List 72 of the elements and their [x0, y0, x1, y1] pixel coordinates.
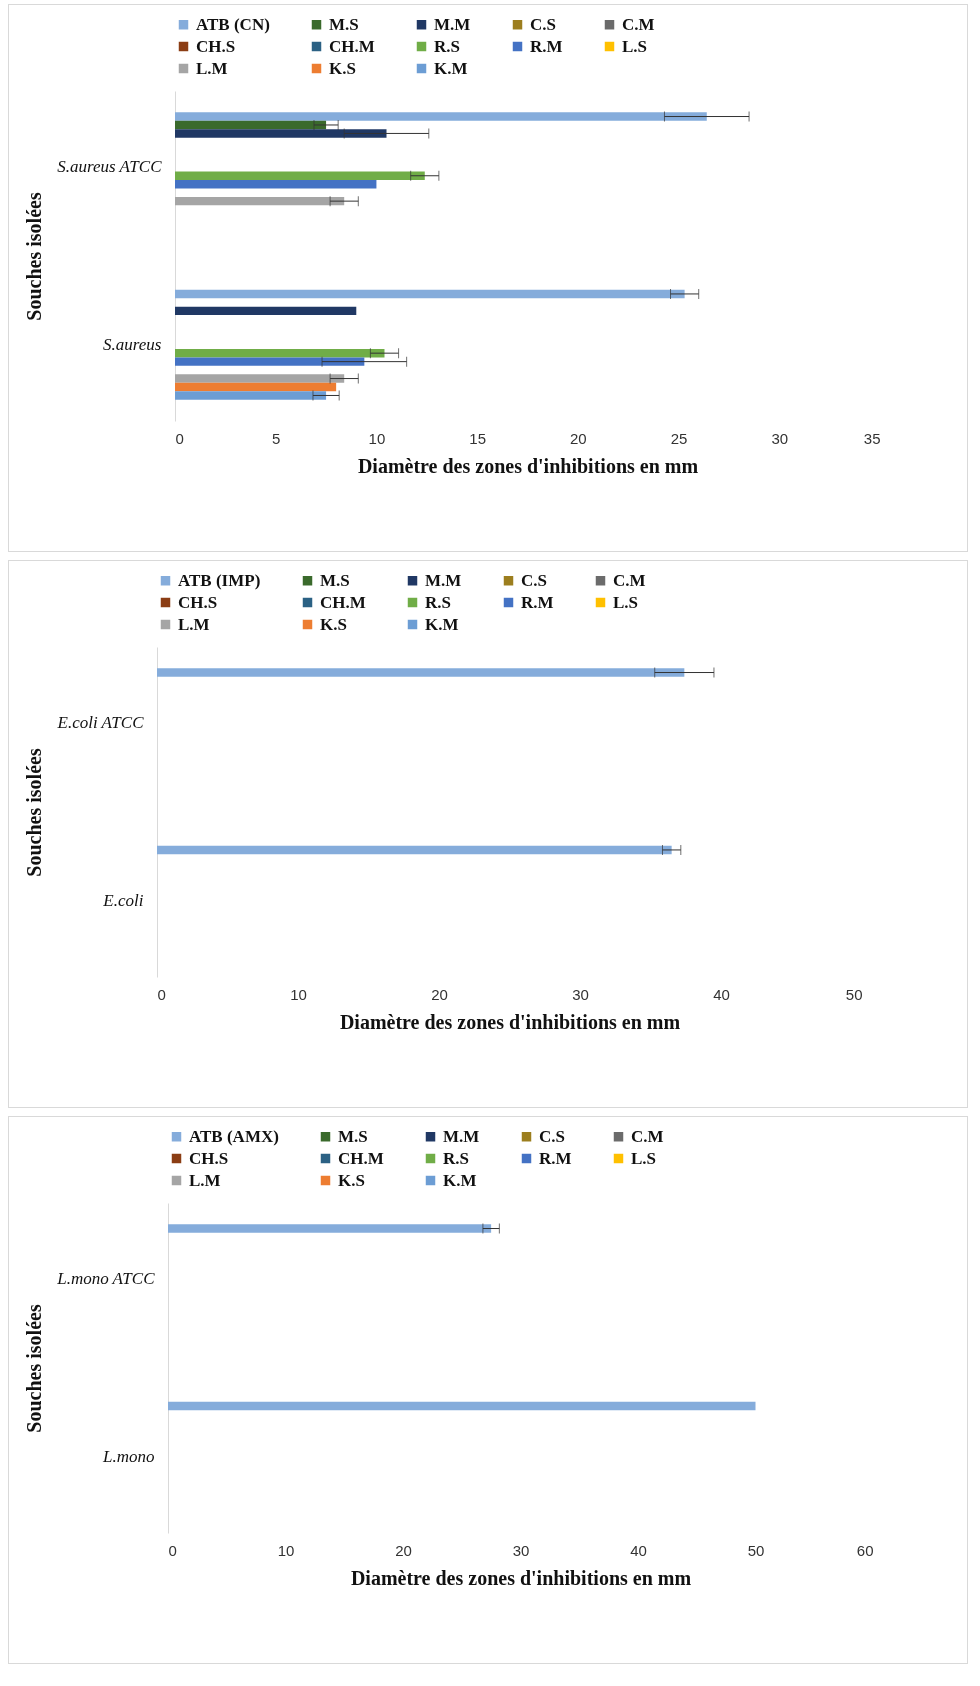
legend-label: C.M	[613, 570, 646, 590]
legend-label: L.S	[622, 36, 648, 56]
legend-label: R.S	[443, 1148, 469, 1168]
legend-label: C.S	[521, 570, 547, 590]
x-axis-title: Diamètre des zones d'inhibitions en mm	[350, 1566, 692, 1589]
x-tick-label: 5	[272, 429, 281, 447]
legend-label: CH.S	[196, 36, 236, 56]
legend-label: ATB (AMX)	[189, 1126, 279, 1146]
legend-label: CH.M	[329, 36, 375, 56]
x-tick-label: 40	[713, 985, 730, 1003]
legend-label: R.S	[425, 592, 451, 612]
legend-label: M.S	[320, 570, 350, 590]
x-tick-label: 10	[277, 1541, 295, 1559]
x-tick-label: 20	[395, 1541, 412, 1559]
legend-label: M.M	[434, 14, 471, 34]
legend-label: CH.M	[338, 1148, 384, 1168]
y-axis-title: Souches isolées	[22, 192, 45, 321]
legend-label: L.S	[631, 1148, 657, 1168]
legend-label: C.M	[622, 14, 655, 34]
x-tick-label: 25	[670, 429, 688, 447]
legend-label: C.S	[539, 1126, 565, 1146]
legend-label: C.S	[530, 14, 556, 34]
legend-label: M.M	[425, 570, 462, 590]
legend-label: CH.M	[320, 592, 366, 612]
x-tick-label: 35	[863, 429, 881, 447]
legend-label: L.M	[196, 58, 228, 78]
legend-label: L.M	[178, 614, 210, 634]
y-axis-title: Souches isolées	[23, 748, 46, 877]
x-axis-title: Diamètre des zones d'inhibitions en mm	[339, 1010, 681, 1033]
x-tick-label: 10	[290, 985, 307, 1003]
legend-label: K.S	[320, 614, 347, 634]
x-tick-label: 15	[469, 429, 486, 447]
y-tick-label: E.coli ATCC	[56, 713, 145, 733]
y-axis-title: Souches isolées	[22, 1304, 45, 1433]
x-tick-label: 20	[431, 985, 448, 1003]
y-tick-label: S.aureus ATCC	[57, 157, 163, 177]
legend-label: L.M	[189, 1170, 221, 1190]
y-tick-label: L.mono	[102, 1446, 155, 1466]
legend-label: M.S	[329, 14, 359, 34]
legend-label: CH.S	[178, 592, 218, 612]
x-tick-label: 20	[570, 429, 587, 447]
legend-label: R.M	[539, 1148, 572, 1168]
legend-label: R.M	[530, 36, 563, 56]
legend-label: K.S	[329, 58, 356, 78]
legend-label: ATB (CN)	[196, 14, 270, 34]
x-tick-label: 0	[168, 1541, 177, 1559]
y-tick-label: E.coli	[102, 890, 144, 910]
x-tick-label: 50	[845, 985, 863, 1003]
legend-label: ATB (IMP)	[178, 570, 261, 590]
legend-label: K.M	[425, 614, 459, 634]
legend-label: K.S	[338, 1170, 365, 1190]
y-tick-label: S.aureus	[103, 334, 162, 354]
x-tick-label: 10	[368, 429, 386, 447]
x-axis-title: Diamètre des zones d'inhibitions en mm	[357, 454, 699, 477]
x-tick-label: 30	[572, 985, 589, 1003]
x-tick-label: 40	[630, 1541, 647, 1559]
x-tick-label: 30	[771, 429, 789, 447]
x-tick-label: 0	[175, 429, 184, 447]
x-tick-label: 50	[747, 1541, 765, 1559]
legend-label: R.M	[521, 592, 554, 612]
legend-label: R.S	[434, 36, 460, 56]
legend-label: K.M	[443, 1170, 477, 1190]
legend-label: L.S	[613, 592, 639, 612]
legend-label: K.M	[434, 58, 468, 78]
legend-label: CH.S	[189, 1148, 229, 1168]
legend-label: C.M	[631, 1126, 664, 1146]
y-tick-label: L.mono ATCC	[56, 1269, 156, 1289]
x-tick-label: 30	[512, 1541, 530, 1559]
x-tick-label: 0	[157, 985, 166, 1003]
legend-label: M.S	[338, 1126, 368, 1146]
legend-label: M.M	[443, 1126, 480, 1146]
x-tick-label: 60	[856, 1541, 874, 1559]
